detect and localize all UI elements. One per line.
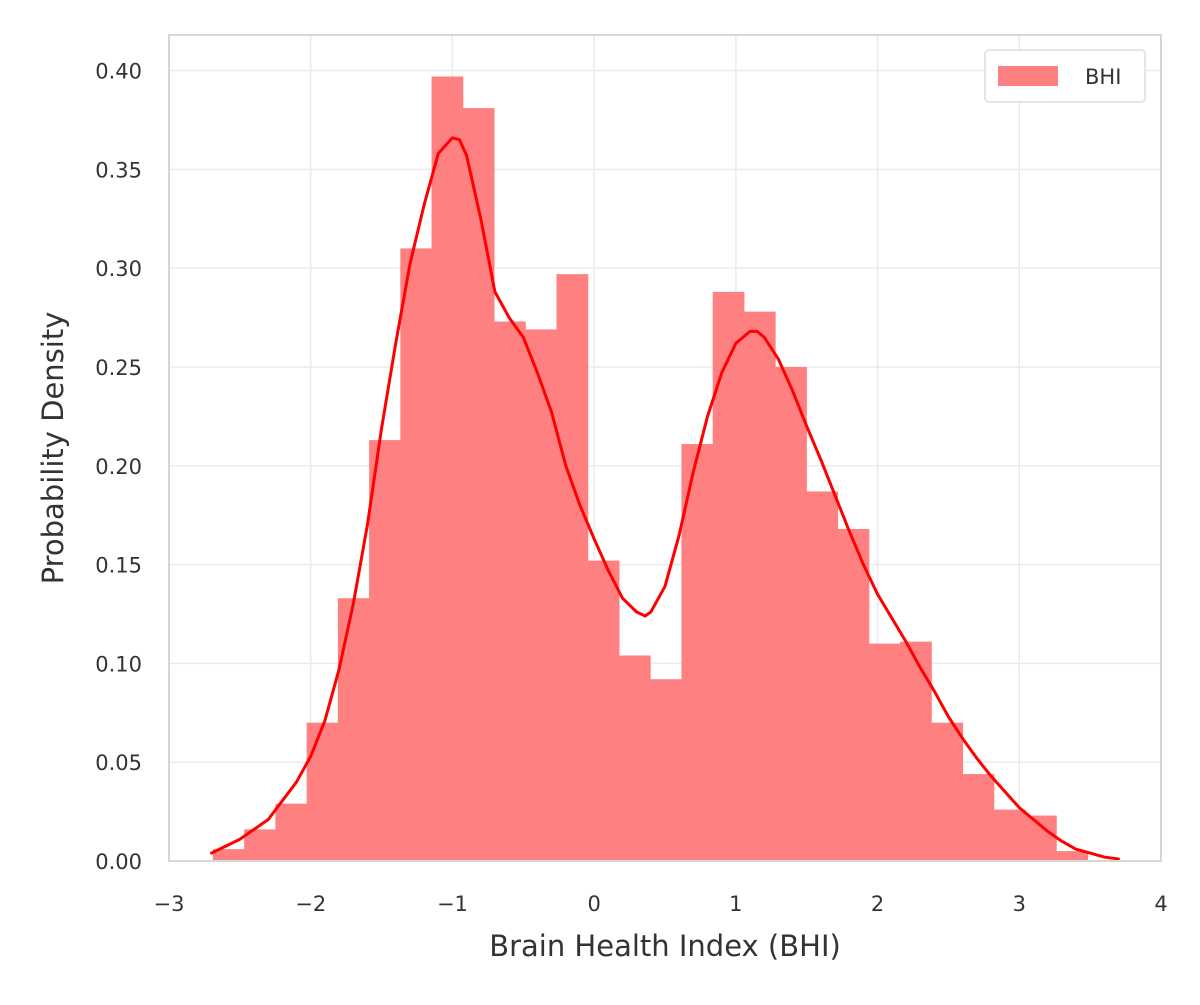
y-tick-label: 0.40 bbox=[95, 60, 142, 84]
y-tick-label: 0.25 bbox=[95, 356, 142, 380]
histogram-bar bbox=[587, 560, 620, 861]
histogram-bar bbox=[618, 655, 651, 861]
y-tick-label: 0.15 bbox=[95, 554, 142, 578]
histogram-bar bbox=[1056, 851, 1088, 861]
histogram-bar bbox=[868, 643, 901, 861]
histogram-bar bbox=[743, 311, 776, 861]
histogram-bar bbox=[212, 849, 245, 861]
grid-lines bbox=[168, 35, 1162, 862]
kde-line bbox=[210, 136, 1120, 861]
axes-frame bbox=[168, 34, 1162, 862]
histogram-bar bbox=[337, 598, 370, 861]
histogram-bar bbox=[650, 679, 682, 861]
x-tick-label: −3 bbox=[154, 892, 185, 916]
y-tick-label: 0.05 bbox=[95, 751, 142, 775]
histogram-bar bbox=[462, 108, 495, 862]
x-tick-label: −2 bbox=[295, 892, 326, 916]
histogram-bar bbox=[494, 321, 526, 861]
x-axis-label: Brain Health Index (BHI) bbox=[489, 929, 841, 963]
histogram-bar bbox=[712, 291, 745, 861]
histogram-bar bbox=[837, 529, 870, 861]
histogram-bar bbox=[775, 366, 807, 861]
x-tick-label: −1 bbox=[437, 892, 468, 916]
y-tick-label: 0.10 bbox=[95, 652, 142, 676]
x-tick-label: 1 bbox=[729, 892, 742, 916]
histogram-bar bbox=[681, 444, 714, 861]
histogram-bar bbox=[525, 329, 558, 861]
histogram-bar bbox=[1025, 815, 1057, 861]
legend-label: BHI bbox=[1085, 65, 1121, 89]
kde-curve-layer bbox=[210, 136, 1120, 861]
x-tick-label: 0 bbox=[587, 892, 600, 916]
y-tick-label: 0.20 bbox=[95, 455, 142, 479]
y-tick-label: 0.00 bbox=[95, 850, 142, 874]
histogram-bar bbox=[900, 641, 932, 861]
histogram-bar bbox=[244, 829, 276, 861]
x-tick-label: 2 bbox=[871, 892, 884, 916]
histogram-bar bbox=[806, 491, 839, 861]
histogram-bar bbox=[931, 722, 964, 861]
histogram-bar bbox=[556, 274, 589, 862]
histogram-bar bbox=[993, 809, 1026, 861]
y-axis-label: Probability Density bbox=[36, 312, 70, 585]
histogram-bar bbox=[306, 722, 339, 861]
y-tick-label: 0.35 bbox=[95, 158, 142, 182]
histogram-bar bbox=[962, 774, 995, 861]
plot-frame bbox=[168, 34, 1162, 862]
x-tick-label: 3 bbox=[1013, 892, 1026, 916]
y-tick-label: 0.30 bbox=[95, 257, 142, 281]
x-tick-label: 4 bbox=[1154, 892, 1167, 916]
histogram-bar bbox=[431, 76, 464, 861]
histogram-bar bbox=[400, 248, 433, 862]
legend: BHI bbox=[984, 49, 1146, 103]
legend-box bbox=[984, 49, 1146, 103]
histogram-bars bbox=[212, 76, 1088, 862]
histogram-bar bbox=[369, 440, 401, 861]
tick-labels: −3 −2 −1 0 1 2 3 4 0.00 0.05 0.10 0.15 0.20 0.25 0.30 0… bbox=[95, 60, 1167, 916]
legend-swatch bbox=[998, 66, 1058, 86]
histogram-bar bbox=[275, 803, 308, 861]
